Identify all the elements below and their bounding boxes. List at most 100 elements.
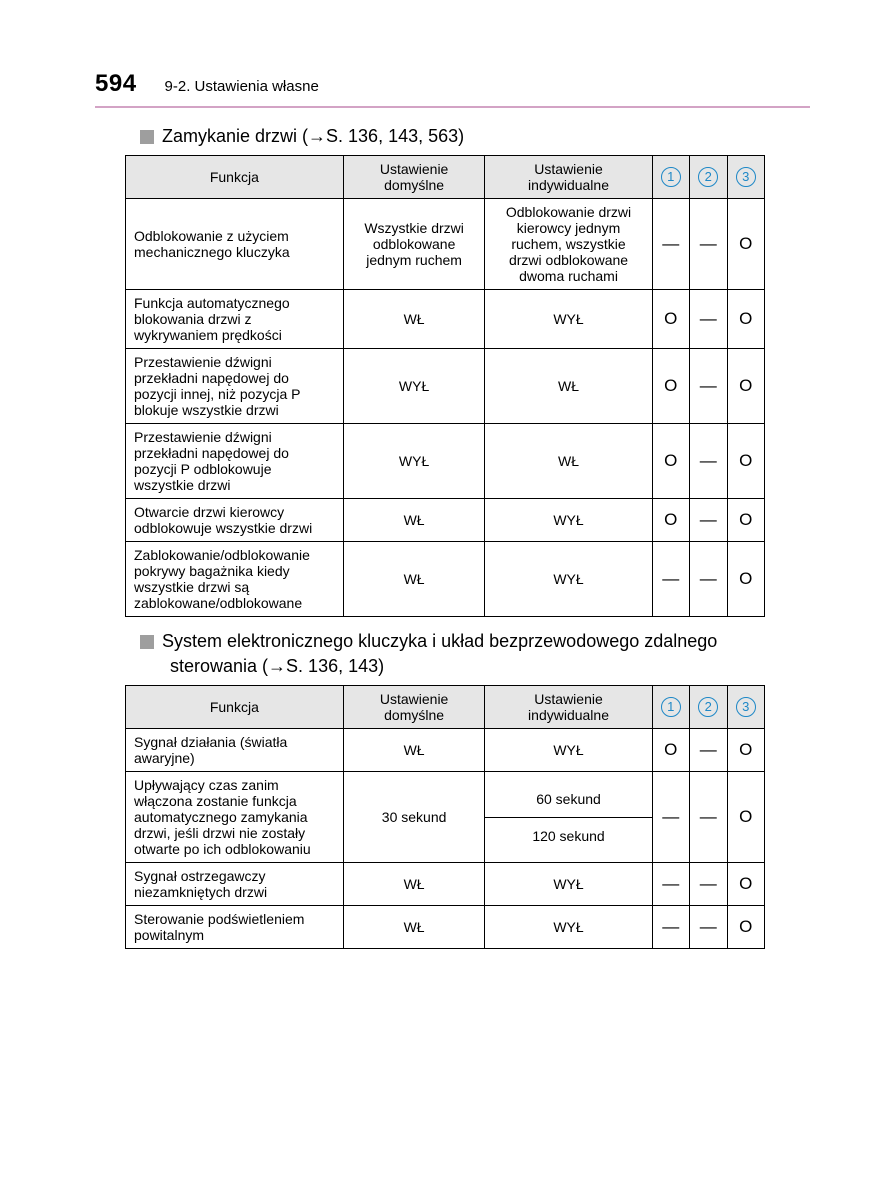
symbol-o: O xyxy=(739,569,752,588)
section-1-title: Zamykanie drzwi (→S. 136, 143, 563) xyxy=(140,126,810,147)
cell-custom: WYŁ xyxy=(485,290,652,349)
cell-default: WŁ xyxy=(343,863,485,906)
cell-custom: WŁ xyxy=(485,424,652,499)
cell-c1: — xyxy=(652,199,689,290)
cell-default: WŁ xyxy=(343,542,485,617)
symbol-dash: — xyxy=(662,807,679,826)
symbol-dash: — xyxy=(700,807,717,826)
circled-3-icon: 3 xyxy=(736,167,756,187)
symbol-dash: — xyxy=(700,451,717,470)
symbol-dash: — xyxy=(662,234,679,253)
header-rule xyxy=(95,106,810,108)
cell-c2: — xyxy=(690,542,727,617)
cell-c3: O xyxy=(727,729,765,772)
cell-c1: — xyxy=(652,863,689,906)
symbol-o: O xyxy=(739,376,752,395)
col-header-2: 2 xyxy=(690,686,727,729)
page-header: 594 9-2. Ustawienia własne xyxy=(95,70,810,98)
circled-2-icon: 2 xyxy=(698,167,718,187)
circled-2-icon: 2 xyxy=(698,697,718,717)
cell-c2: — xyxy=(690,499,727,542)
symbol-o: O xyxy=(739,451,752,470)
col-header-3: 3 xyxy=(727,156,765,199)
cell-function: Sterowanie podświetleniem powitalnym xyxy=(126,906,344,949)
cell-c1: O xyxy=(652,424,689,499)
cell-c2: — xyxy=(690,772,727,863)
col-header-custom: Ustawienie indywidualne xyxy=(485,156,652,199)
col-header-1: 1 xyxy=(652,156,689,199)
symbol-o: O xyxy=(664,451,677,470)
table-row: Zablokowanie/odblokowanie pokrywy bagażn… xyxy=(126,542,765,617)
symbol-o: O xyxy=(739,874,752,893)
cell-custom: WYŁ xyxy=(485,729,652,772)
symbol-o: O xyxy=(739,510,752,529)
section-2-title-text-2: sterowania (→S. 136, 143) xyxy=(170,656,384,677)
symbol-o: O xyxy=(739,309,752,328)
cell-c1: — xyxy=(652,906,689,949)
cell-function: Sygnał ostrzegawczy niezamkniętych drzwi xyxy=(126,863,344,906)
table-row: Upływający czas zanim włączona zostanie … xyxy=(126,772,765,863)
section-1-title-text: Zamykanie drzwi (→S. 136, 143, 563) xyxy=(162,126,464,147)
cell-c3: O xyxy=(727,863,765,906)
symbol-dash: — xyxy=(662,917,679,936)
col-header-default: Ustawienie domyślne xyxy=(343,156,485,199)
cell-custom: WYŁ xyxy=(485,906,652,949)
symbol-dash: — xyxy=(700,740,717,759)
col-header-1: 1 xyxy=(652,686,689,729)
cell-custom: WYŁ xyxy=(485,499,652,542)
cell-function: Przestawienie dźwigni przekładni napędow… xyxy=(126,424,344,499)
circled-1-icon: 1 xyxy=(661,697,681,717)
cell-default: WŁ xyxy=(343,499,485,542)
cell-c2: — xyxy=(690,729,727,772)
col-header-function: Funkcja xyxy=(126,686,344,729)
page: 594 9-2. Ustawienia własne Zamykanie drz… xyxy=(0,0,880,1200)
cell-c2: — xyxy=(690,290,727,349)
cell-c2: — xyxy=(690,349,727,424)
cell-c1: O xyxy=(652,349,689,424)
symbol-o: O xyxy=(664,510,677,529)
cell-custom: WŁ xyxy=(485,349,652,424)
symbol-o: O xyxy=(739,740,752,759)
cell-function: Funkcja automatycznego blokowania drzwi … xyxy=(126,290,344,349)
table-row: Funkcja automatycznego blokowania drzwi … xyxy=(126,290,765,349)
cell-default: WŁ xyxy=(343,290,485,349)
cell-default: Wszystkie drzwi odblokowane jednym ruche… xyxy=(343,199,485,290)
cell-c3: O xyxy=(727,906,765,949)
col-header-3: 3 xyxy=(727,686,765,729)
cell-function: Sygnał działania (światła awaryjne) xyxy=(126,729,344,772)
cell-default: WŁ xyxy=(343,906,485,949)
cell-c1: O xyxy=(652,499,689,542)
cell-c1: O xyxy=(652,729,689,772)
cell-function: Upływający czas zanim włączona zostanie … xyxy=(126,772,344,863)
cell-c2: — xyxy=(690,424,727,499)
cell-default: WYŁ xyxy=(343,349,485,424)
cell-c3: O xyxy=(727,199,765,290)
cell-default: 30 sekund xyxy=(343,772,485,863)
symbol-o: O xyxy=(739,234,752,253)
symbol-dash: — xyxy=(662,874,679,893)
symbol-dash: — xyxy=(700,569,717,588)
table-row: Sygnał działania (światła awaryjne)WŁWYŁ… xyxy=(126,729,765,772)
symbol-dash: — xyxy=(700,874,717,893)
cell-c1: — xyxy=(652,542,689,617)
table-head: Funkcja Ustawienie domyślne Ustawienie i… xyxy=(126,686,765,729)
cell-c1: — xyxy=(652,772,689,863)
cell-function: Otwarcie drzwi kierowcy odblokowuje wszy… xyxy=(126,499,344,542)
bullet-icon xyxy=(140,130,154,144)
page-number: 594 xyxy=(95,70,137,98)
cell-custom-option: 120 sekund xyxy=(485,817,651,854)
circled-1-icon: 1 xyxy=(661,167,681,187)
cell-c3: O xyxy=(727,349,765,424)
cell-c3: O xyxy=(727,499,765,542)
cell-function: Zablokowanie/odblokowanie pokrywy bagażn… xyxy=(126,542,344,617)
symbol-dash: — xyxy=(700,510,717,529)
symbol-o: O xyxy=(664,740,677,759)
symbol-dash: — xyxy=(662,569,679,588)
table-row: Otwarcie drzwi kierowcy odblokowuje wszy… xyxy=(126,499,765,542)
symbol-dash: — xyxy=(700,234,717,253)
settings-table-2: Funkcja Ustawienie domyślne Ustawienie i… xyxy=(125,685,765,949)
symbol-dash: — xyxy=(700,376,717,395)
cell-function: Przestawienie dźwigni przekładni napędow… xyxy=(126,349,344,424)
cell-custom: 60 sekund120 sekund xyxy=(485,772,652,863)
table-row: Przestawienie dźwigni przekładni napędow… xyxy=(126,349,765,424)
